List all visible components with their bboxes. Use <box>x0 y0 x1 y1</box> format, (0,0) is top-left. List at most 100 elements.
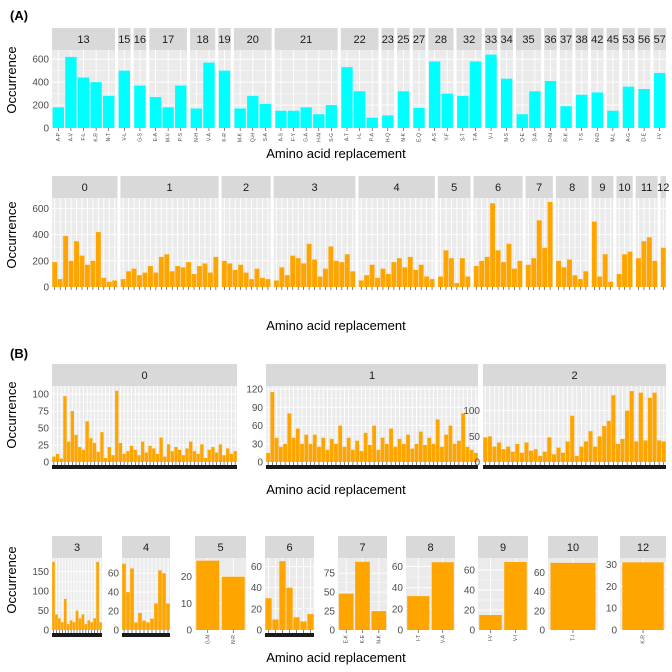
facet-strip-label: 7 <box>536 182 542 194</box>
y-tick-label: 0 <box>257 458 263 469</box>
bar <box>410 448 415 462</box>
bar <box>300 443 304 462</box>
bar <box>542 247 548 287</box>
bar <box>78 447 82 462</box>
y-tick-label: 0 <box>611 626 617 637</box>
plot-background <box>483 386 666 462</box>
x-tick-label: V-L <box>122 133 128 141</box>
facet-a2-2: 2 <box>221 176 271 290</box>
bar <box>550 562 596 630</box>
bar <box>101 277 107 287</box>
bar <box>59 458 63 462</box>
bar <box>606 420 611 462</box>
bar <box>166 603 170 630</box>
bar <box>616 273 622 287</box>
bar <box>418 431 423 462</box>
bar <box>438 276 443 287</box>
bar <box>339 262 345 287</box>
bar <box>574 455 579 462</box>
bar <box>341 67 353 128</box>
bar <box>479 260 485 287</box>
facet-a1-42: 42 N-D <box>590 28 604 142</box>
x-tick-label: M-K <box>238 132 244 142</box>
facet-strip <box>52 176 118 198</box>
x-tick-label: N-R <box>231 635 237 644</box>
x-tick-band <box>483 465 666 469</box>
bar <box>583 441 588 462</box>
facet-strip-label: 6 <box>286 542 292 554</box>
y-tick-label: 150 <box>32 567 49 578</box>
x-tick-label: P-A <box>370 132 376 141</box>
y-tick-label: 0 <box>113 626 119 637</box>
facet-strip <box>195 536 246 558</box>
bar <box>551 454 556 462</box>
facet-b2-12: 12 0 10 20 30 K-R <box>606 536 666 644</box>
bar <box>657 440 662 462</box>
bar <box>533 449 538 462</box>
facet-strip-label: 8 <box>569 182 575 194</box>
y-axis-title-b2: Occurrence <box>4 546 19 613</box>
bar <box>643 440 648 462</box>
plot-background <box>120 198 219 287</box>
bar <box>363 432 368 462</box>
facet-strip <box>473 176 523 198</box>
bar <box>495 250 501 287</box>
facet-strip <box>412 28 426 50</box>
bar <box>300 107 312 128</box>
bar <box>544 80 557 128</box>
facet-b2-9: 9 0 20 40 60 I-V V-I <box>464 536 528 641</box>
bar <box>290 255 296 287</box>
facet-a1-21: 21 A-S F-Y G-A H-N S-G <box>274 28 338 142</box>
bar <box>654 72 666 128</box>
bar <box>291 437 296 462</box>
bar <box>126 592 130 630</box>
facet-strip <box>397 28 410 50</box>
facet-strip-label: 10 <box>618 182 630 194</box>
bar <box>577 279 583 287</box>
bar <box>323 268 328 287</box>
facet-strip-label: 10 <box>567 542 579 554</box>
y-tick-label: 25 <box>38 441 50 452</box>
bar <box>65 56 77 128</box>
y-tick-label: 50 <box>38 424 50 435</box>
bar <box>272 619 279 630</box>
bar <box>96 561 99 630</box>
bar <box>622 562 664 630</box>
x-tick-band <box>265 633 314 637</box>
y-tick-label: 40 <box>464 586 476 597</box>
y-tick-label: 10 <box>606 604 618 615</box>
bar <box>401 443 406 462</box>
x-tick-label: G-A <box>304 132 310 142</box>
bar <box>92 443 97 462</box>
bar <box>130 568 134 630</box>
x-tick-label: K-R <box>94 133 100 142</box>
bar <box>567 259 572 287</box>
x-tick-label: T-I <box>571 635 577 641</box>
facet-strip <box>515 28 542 50</box>
facet-strip <box>548 536 598 558</box>
facet-strip-label: 38 <box>576 34 588 46</box>
bar <box>81 614 85 630</box>
bar <box>84 264 90 287</box>
bar <box>57 279 63 287</box>
x-tick-label: E-K <box>344 634 350 643</box>
x-tick-label: S-A <box>263 132 269 141</box>
bar <box>142 620 146 630</box>
bar <box>155 453 160 462</box>
bar <box>636 258 641 287</box>
facet-b1-0: 0 0 25 50 75 100 <box>32 364 237 469</box>
y-tick-label: 0 <box>43 626 49 637</box>
bar <box>344 254 350 287</box>
bar <box>270 392 275 462</box>
x-tick-label: H-Q <box>385 133 391 142</box>
bar <box>207 272 213 287</box>
facet-a1-17: 17 E-A M-V P-S <box>149 28 188 142</box>
y-tick-label: 10 <box>181 599 193 610</box>
bar <box>627 251 633 287</box>
bar <box>283 443 287 462</box>
x-tick-label: E-Q <box>417 133 423 142</box>
y-tick-label: 30 <box>252 439 264 450</box>
facet-strip <box>544 28 557 50</box>
bar <box>287 110 300 128</box>
